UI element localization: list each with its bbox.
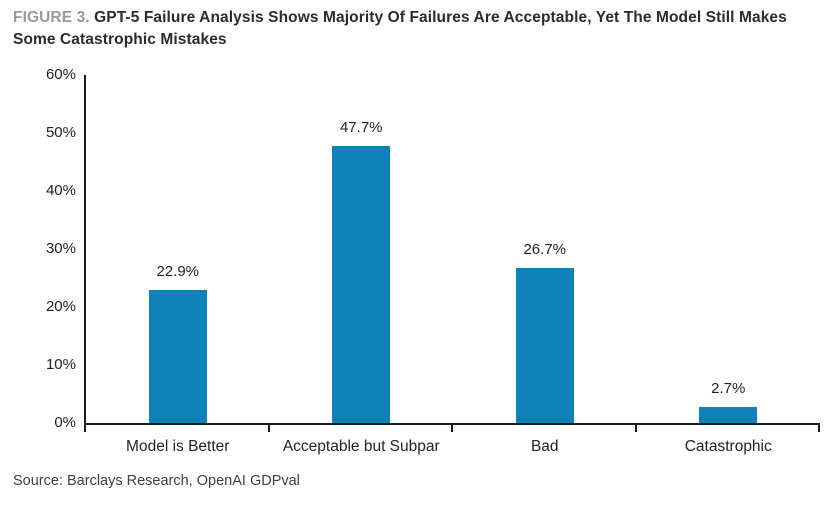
x-axis-line xyxy=(84,423,820,425)
x-axis-tick xyxy=(267,425,270,432)
x-category-label: Bad xyxy=(530,438,559,455)
bar-bad xyxy=(515,268,574,423)
source-note: Source: Barclays Research, OpenAI GDPval xyxy=(13,473,300,489)
figure-title: FIGURE 3. GPT-5 Failure Analysis Shows M… xyxy=(13,7,831,51)
bar-value-label: 47.7% xyxy=(339,119,383,137)
bar-value-label: 22.9% xyxy=(156,263,200,281)
y-tick-label: 20% xyxy=(45,298,76,315)
x-axis-tick xyxy=(451,425,453,432)
y-tick-label: 50% xyxy=(45,124,76,141)
bar-model-is-better xyxy=(148,290,207,423)
bar-value-label: 26.7% xyxy=(523,241,567,259)
figure-title-body: GPT-5 Failure Analysis Shows Majority Of… xyxy=(13,9,787,48)
x-axis-tick xyxy=(634,425,637,432)
y-tick-label: 10% xyxy=(45,356,76,373)
x-category-label: Acceptable but Subpar xyxy=(282,438,440,455)
x-axis-tick xyxy=(818,425,820,432)
y-tick-label: 60% xyxy=(45,66,76,83)
y-tick-label: 30% xyxy=(45,240,76,257)
bar-catastrophic xyxy=(699,407,758,423)
bar-acceptable-but-subpar xyxy=(332,146,391,423)
bar-value-label: 2.7% xyxy=(711,380,746,398)
y-tick-label: 40% xyxy=(45,182,76,199)
figure-number-label: FIGURE 3. xyxy=(13,9,90,26)
y-tick-label: 0% xyxy=(54,414,76,431)
y-axis-line xyxy=(84,75,86,432)
x-category-label: Catastrophic xyxy=(684,438,772,455)
x-category-label: Model is Better xyxy=(126,438,230,455)
